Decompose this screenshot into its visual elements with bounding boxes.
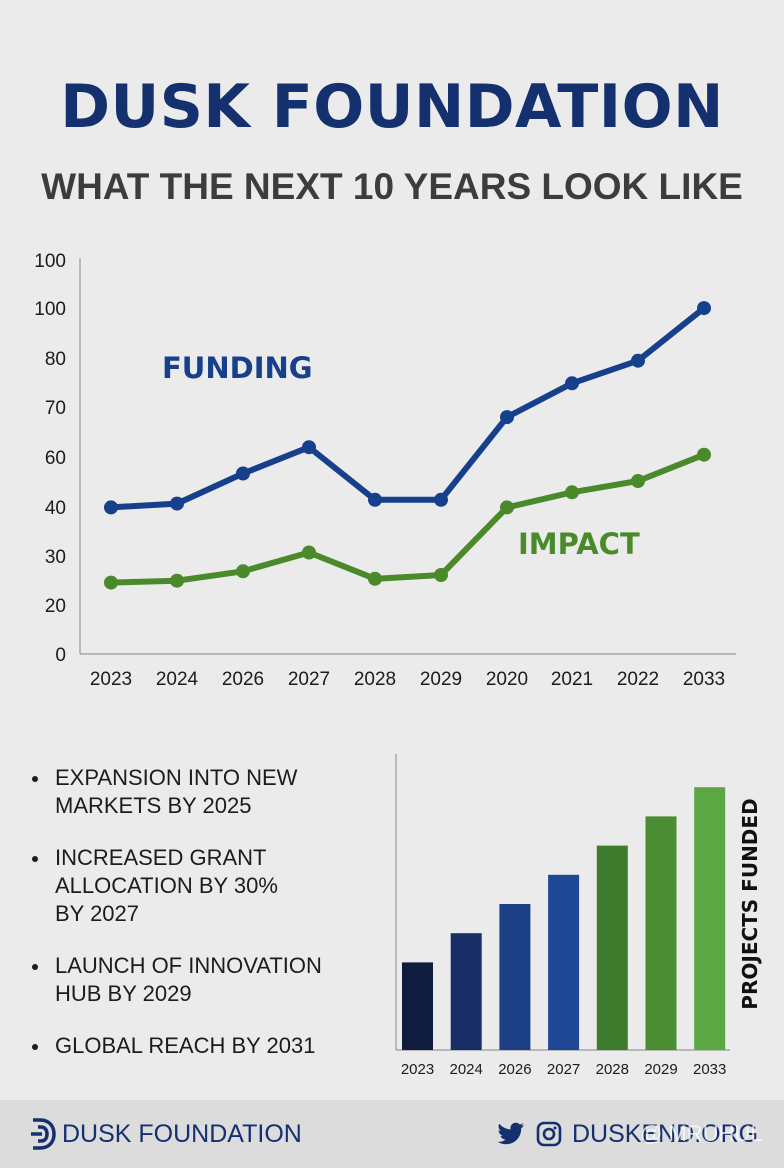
data-point-funding <box>368 492 382 507</box>
watermark: @ MRUHUL <box>640 1121 763 1146</box>
bar <box>645 816 677 1050</box>
bar <box>499 904 531 1050</box>
dusk-logo-icon <box>28 1117 56 1155</box>
y-tick-label: 100 <box>34 299 66 320</box>
goal-text-line: BY 2027 <box>55 901 140 926</box>
series-line-impact <box>108 451 707 586</box>
line-chart: 0 20 30 40 60 70 80 100 100 2023 2024 2026 2027 2028 2… <box>34 251 736 690</box>
y-tick-label: 60 <box>45 448 66 469</box>
series-label-funding: FUNDING <box>162 351 313 385</box>
footer-website-link[interactable]: DUSKEND.ORG <box>572 1120 759 1148</box>
data-point-funding <box>170 496 184 511</box>
goal-text-line: LAUNCH OF INNOVATION <box>55 953 322 978</box>
data-point-impact <box>302 545 316 560</box>
y-tick-label: 80 <box>45 349 66 370</box>
bar-x-tick-label: 2029 <box>644 1061 677 1078</box>
instagram-icon[interactable] <box>536 1121 562 1151</box>
page-title: DUSK FOUNDATION <box>60 72 724 142</box>
bar-x-tick-label: 2024 <box>450 1061 483 1078</box>
goals-list: EXPANSION INTO NEW MARKETS BY 2025 INCREAS… <box>32 764 362 1084</box>
data-point-impact <box>434 568 448 582</box>
bar-y-axis-label: PROJECTS FUNDED <box>738 798 762 1009</box>
x-tick-label: 2023 <box>90 669 132 690</box>
goal-text-line: ALLOCATION BY 30% <box>55 873 278 898</box>
bar <box>548 874 580 1050</box>
bar <box>450 933 482 1050</box>
goal-item: GLOBAL REACH BY 2031 <box>32 1032 362 1060</box>
bar-x-tick-label: 2023 <box>401 1061 434 1078</box>
data-point-funding <box>434 492 448 507</box>
y-tick-label: 40 <box>45 498 66 519</box>
data-point-funding <box>697 301 711 316</box>
y-tick-label: 0 <box>55 645 66 666</box>
footer: DUSK FOUNDATION DUSKEND.ORG @ MRUHUL <box>0 1100 784 1168</box>
bullet-dot <box>32 776 38 782</box>
data-point-impact <box>236 564 250 579</box>
bar-x-tick-label: 2027 <box>547 1061 580 1078</box>
goal-text-line: EXPANSION INTO NEW <box>55 765 298 790</box>
footer-brand: DUSK FOUNDATION <box>62 1120 302 1148</box>
bullet-dot <box>32 856 38 862</box>
data-point-impact <box>697 447 711 462</box>
x-tick-label: 2028 <box>354 669 396 690</box>
x-tick-label: 2022 <box>617 669 659 690</box>
y-tick-label: 30 <box>45 547 66 568</box>
goal-text-line: GLOBAL REACH BY 2031 <box>55 1033 316 1058</box>
x-tick-label: 2021 <box>551 669 593 690</box>
data-point-funding <box>104 500 118 515</box>
goal-text-line: INCREASED GRANT <box>55 845 267 870</box>
bullet-dot <box>32 1044 38 1050</box>
x-tick-label: 2029 <box>420 669 462 690</box>
data-point-funding <box>236 466 250 481</box>
x-tick-label: 2024 <box>156 669 199 690</box>
data-point-impact <box>368 571 382 586</box>
data-point-funding <box>500 410 514 425</box>
series-label-impact: IMPACT <box>518 527 640 561</box>
data-point-impact <box>104 575 118 590</box>
bar <box>596 845 628 1050</box>
goal-item: LAUNCH OF INNOVATION HUB BY 2029 <box>32 952 362 1008</box>
y-tick-label: 20 <box>45 596 66 617</box>
series-line-funding <box>108 305 707 511</box>
data-point-impact <box>170 573 184 588</box>
x-tick-label: 2027 <box>288 669 330 690</box>
goal-item: EXPANSION INTO NEW MARKETS BY 2025 <box>32 764 362 820</box>
bar <box>402 962 433 1050</box>
data-point-impact <box>500 500 514 515</box>
bar-x-tick-label: 2033 <box>693 1061 726 1078</box>
x-tick-label: 2020 <box>486 669 528 690</box>
data-point-funding <box>631 353 645 368</box>
data-point-funding <box>302 440 316 455</box>
page-subtitle: WHAT THE NEXT 10 YEARS LOOK LIKE <box>41 166 743 207</box>
data-point-impact <box>565 485 579 500</box>
goal-item: INCREASED GRANT ALLOCATION BY 30% BY 2027 <box>32 844 362 928</box>
data-point-funding <box>565 376 579 391</box>
goal-text-line: MARKETS BY 2025 <box>55 793 252 818</box>
bar-x-tick-label: 2026 <box>498 1061 531 1078</box>
y-tick-label: 100 <box>34 251 66 272</box>
goal-text-line: HUB BY 2029 <box>55 981 192 1006</box>
twitter-icon[interactable] <box>497 1122 525 1150</box>
x-tick-label: 2026 <box>222 669 264 690</box>
bar-x-tick-label: 2028 <box>596 1061 629 1078</box>
data-point-impact <box>631 474 645 488</box>
bullet-dot <box>32 964 38 970</box>
y-tick-label: 70 <box>45 398 66 419</box>
bar <box>694 787 726 1050</box>
x-tick-label: 2033 <box>683 669 725 690</box>
bar-chart: 2023 2024 2026 2027 2028 2029 2033 PROJECTS FUN… <box>395 754 762 1078</box>
